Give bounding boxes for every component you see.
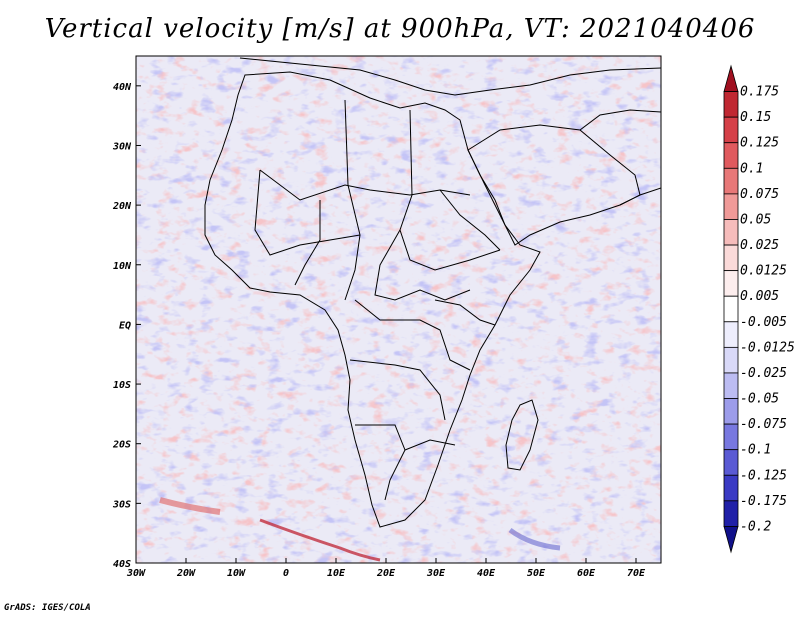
colorbar-swatch (723, 474, 739, 502)
colorbar-swatch (723, 270, 739, 297)
x-tick-label: 40E (477, 568, 496, 579)
x-tick-label: 30E (426, 568, 446, 579)
colorbar-label: -0.005 (740, 315, 787, 330)
colorbar-swatch (723, 372, 739, 399)
colorbar-swatch (723, 142, 739, 169)
colorbar-swatch (723, 449, 739, 476)
x-axis: 30W 20W 10W 0 10E 20E 30E 40E 50E 60E 70E (126, 558, 646, 579)
colorbar: 0.175 0.15 0.125 0.1 0.075 0.05 0.025 0.0125 0.0… (723, 64, 795, 554)
coastlines (204, 57, 661, 528)
colorbar-swatch (723, 167, 739, 195)
colorbar-label: -0.0125 (740, 340, 795, 355)
colorbar-label: 0.05 (740, 212, 771, 227)
grads-credit: GrADS: IGES/COLA (4, 603, 91, 613)
x-tick-label: 10W (227, 568, 246, 579)
colorbar-swatch (723, 295, 739, 323)
x-tick-label: 0 (283, 568, 289, 579)
y-tick-label: EQ (119, 320, 131, 331)
y-axis: 40N 30N 20N 10N EQ 10S 20S 30S 40S (112, 82, 141, 570)
y-tick-label: 20S (112, 440, 131, 451)
map-title: Vertical velocity [m/s] at 900hPa, VT: 2… (44, 14, 756, 44)
colorbar-label: 0.175 (740, 85, 779, 100)
x-tick-label: 20W (176, 568, 196, 579)
colorbar-label: -0.025 (740, 366, 787, 381)
plot-frame (135, 55, 662, 564)
colorbar-swatch (723, 193, 739, 220)
colorbar-swatch (723, 346, 739, 374)
colorbar-swatch (723, 64, 739, 92)
colorbar-label: -0.125 (740, 468, 787, 483)
colorbar-swatch (723, 423, 739, 451)
colorbar-label: 0.15 (740, 110, 771, 125)
colorbar-label: 0.1 (740, 161, 763, 176)
colorbar-swatch (723, 116, 739, 144)
y-tick-label: 10N (113, 261, 132, 272)
colorbar-label: -0.2 (740, 519, 771, 534)
x-tick-label: 60E (577, 568, 596, 579)
colorbar-label: -0.1 (740, 443, 771, 458)
colorbar-swatch (723, 91, 739, 118)
colorbar-label: 0.075 (740, 187, 779, 202)
colorbar-label: 0.0125 (740, 264, 787, 279)
x-tick-label: 10E (327, 568, 346, 579)
y-tick-label: 10S (113, 380, 131, 391)
x-tick-label: 50E (527, 568, 546, 579)
x-tick-label: 30W (126, 568, 146, 579)
y-tick-label: 20N (112, 201, 132, 212)
x-tick-label: 70E (627, 568, 646, 579)
velocity-field (136, 56, 661, 563)
x-tick-label: 20E (376, 568, 396, 579)
y-tick-label: 30S (112, 499, 131, 510)
colorbar-label: 0.025 (740, 238, 779, 253)
colorbar-swatch (723, 219, 739, 246)
colorbar-label: 0.125 (740, 136, 779, 151)
y-tick-label: 40N (113, 82, 132, 93)
colorbar-swatch (723, 244, 739, 272)
colorbar-swatch (723, 321, 739, 348)
colorbar-label: -0.075 (740, 417, 787, 432)
colorbar-label: 0.005 (740, 289, 779, 304)
colorbar-label: -0.175 (740, 494, 787, 509)
colorbar-swatch (723, 526, 739, 554)
y-tick-label: 30N (112, 141, 132, 152)
y-tick-label: 40S (113, 559, 131, 570)
colorbar-swatch (723, 500, 739, 527)
colorbar-label: -0.05 (740, 392, 779, 407)
colorbar-swatch (723, 398, 739, 425)
